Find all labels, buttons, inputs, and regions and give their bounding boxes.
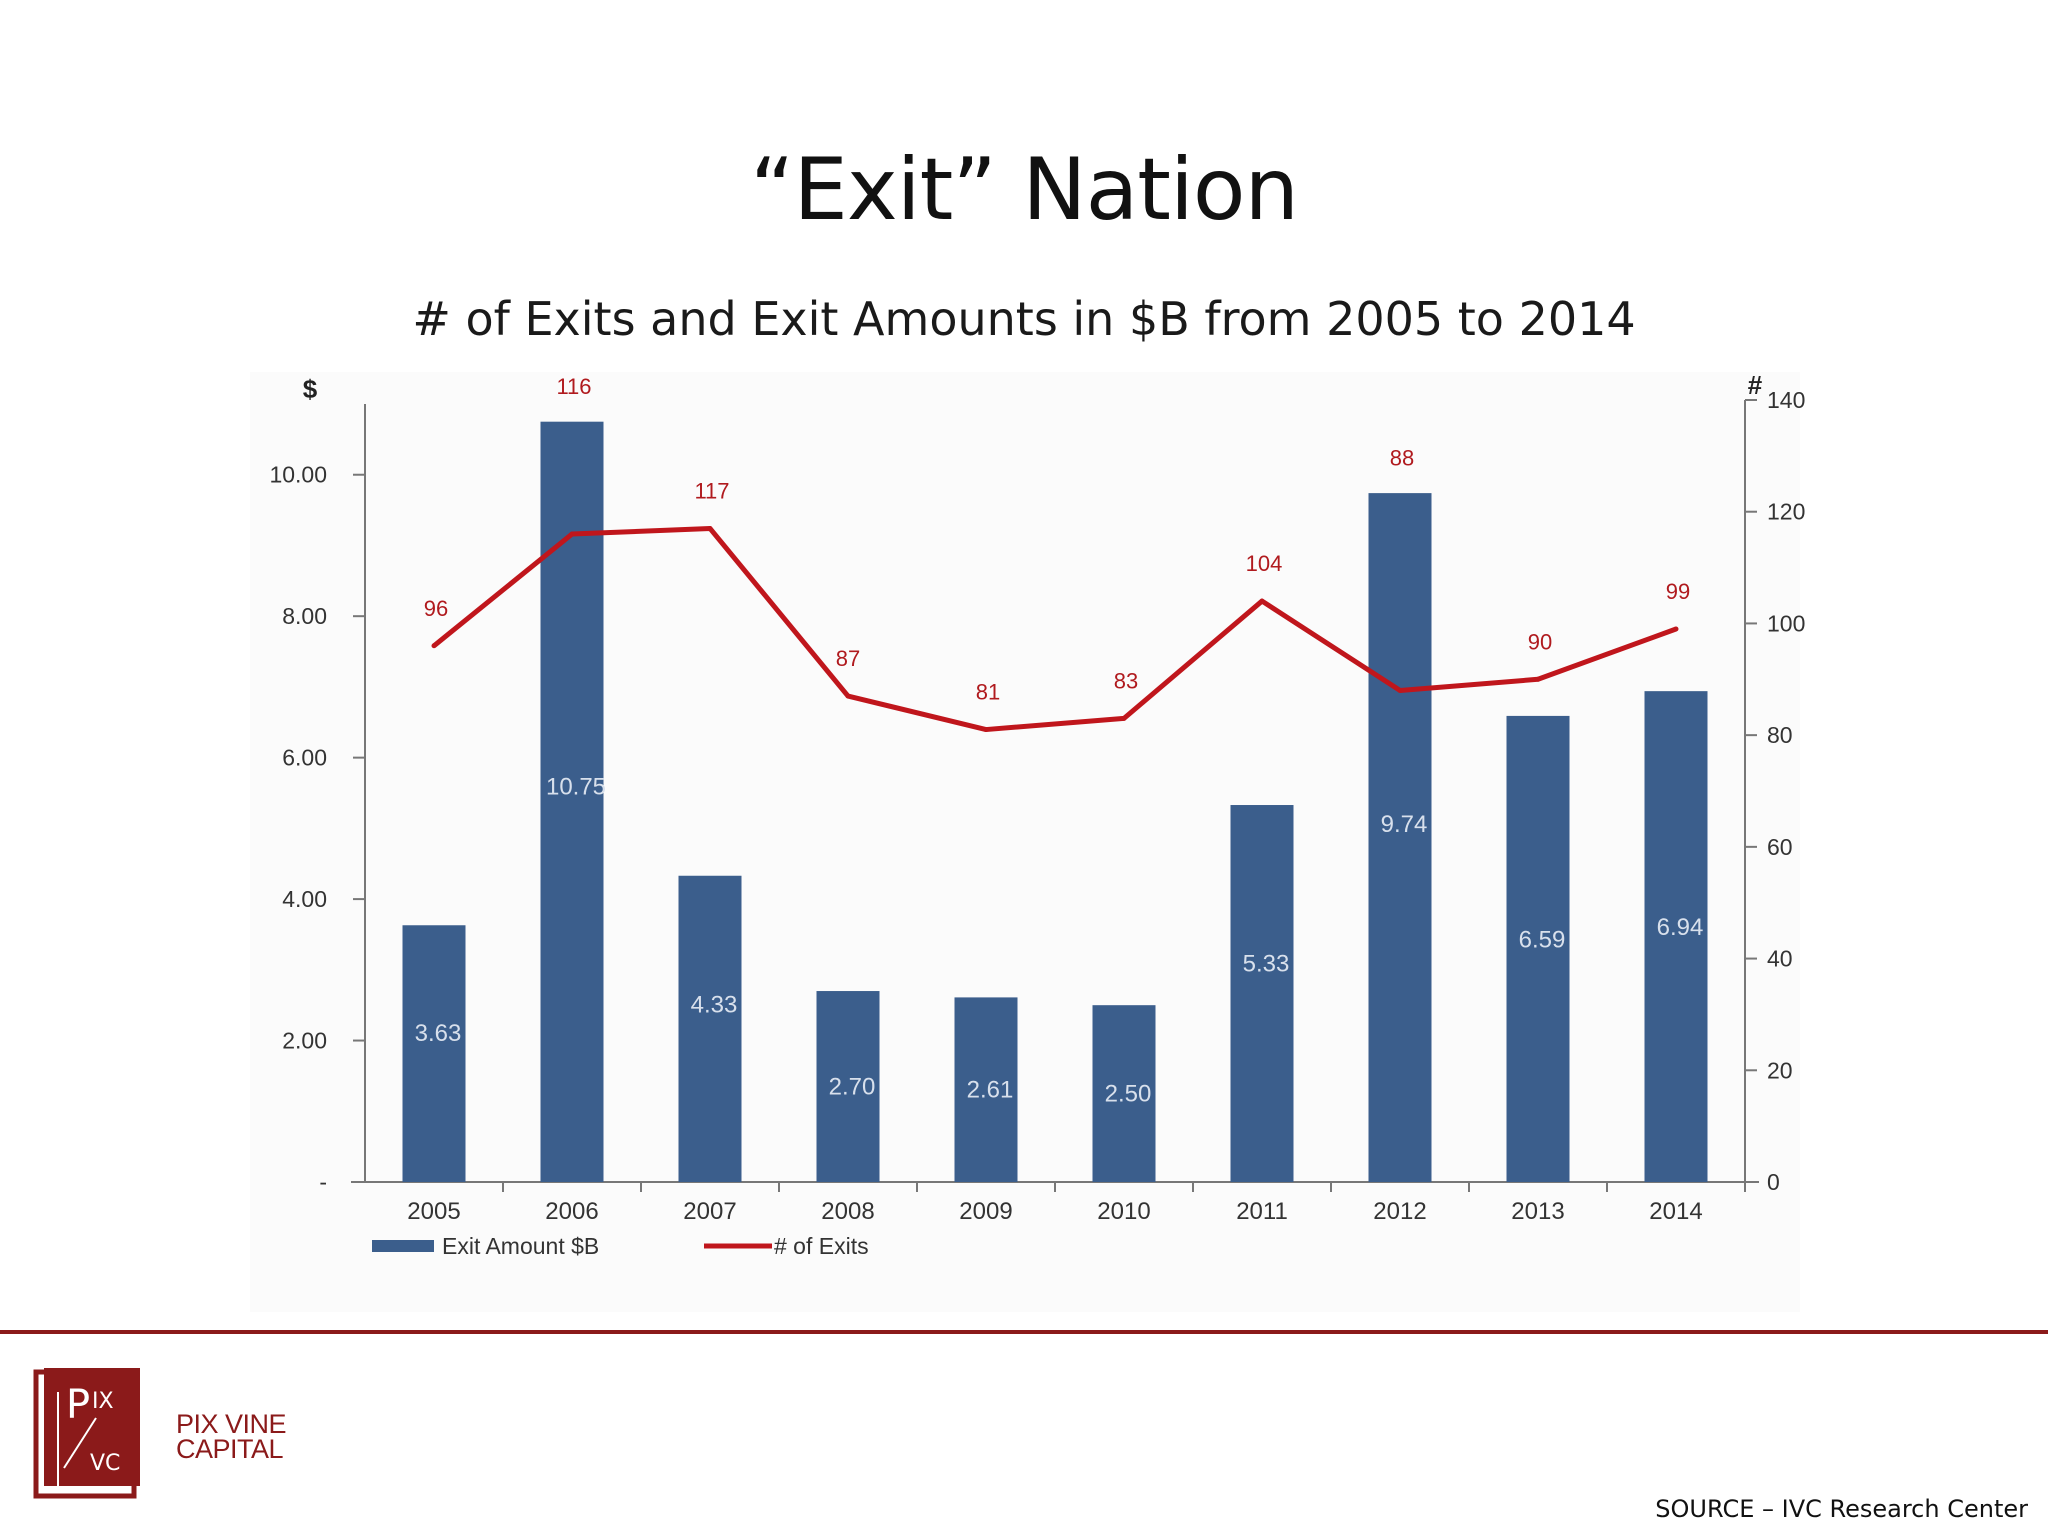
right-axis-tick-label: 60: [1767, 834, 1793, 860]
x-axis-tick-label: 2013: [1511, 1198, 1564, 1225]
x-axis-tick-label: 2014: [1649, 1198, 1702, 1225]
exits-line: [432, 525, 1677, 733]
exits-value-label: 81: [976, 680, 1000, 705]
right-axis-tick-label: 80: [1767, 722, 1793, 748]
x-axis-tick-label: 2008: [821, 1198, 874, 1225]
x-axis-tick-label: 2009: [959, 1198, 1012, 1225]
bar: [1092, 1005, 1156, 1182]
bar-value-label: 2.61: [967, 1077, 1014, 1104]
exits-point: [845, 693, 851, 699]
bar-value-label: 6.59: [1519, 927, 1566, 954]
chart-legend: Exit Amount $B # of Exits: [372, 1233, 869, 1259]
bar-value-label: 6.94: [1657, 914, 1704, 941]
exits-value-label: 83: [1114, 668, 1138, 693]
svg-text:P: P: [66, 1382, 90, 1428]
pixvine-logo: P IX VC: [33, 1368, 140, 1499]
svg-text:IX: IX: [92, 1389, 114, 1414]
brand-name: PIX VINE CAPITAL: [176, 1409, 287, 1464]
bar-value-label: 2.70: [829, 1074, 876, 1101]
x-axis-tick-label: 2007: [683, 1198, 736, 1225]
bar: [816, 991, 880, 1182]
slide-title: “Exit” Nation: [749, 140, 1299, 240]
bar-value-label: 3.63: [415, 1020, 462, 1047]
exits-value-label: 88: [1390, 445, 1414, 470]
exits-point: [983, 727, 989, 733]
exits-value-label: 117: [694, 478, 729, 503]
x-axis-tick-label: 2005: [407, 1198, 460, 1225]
left-axis-tick-label: 2.00: [282, 1028, 327, 1054]
exits-point: [1673, 626, 1679, 632]
right-axis-tick-label: 100: [1767, 610, 1805, 636]
left-axis-tick-label: 8.00: [282, 603, 327, 629]
x-axis-tick-label: 2011: [1236, 1198, 1288, 1225]
right-axis-tick-label: 120: [1767, 499, 1805, 525]
x-axis-tick-label: 2010: [1097, 1198, 1150, 1225]
footer-divider: [0, 1330, 2048, 1334]
exits-point: [569, 531, 575, 537]
exits-point: [1397, 687, 1403, 693]
left-axis-label: $: [303, 374, 318, 404]
bar: [402, 925, 466, 1182]
bar: [678, 875, 742, 1182]
exits-value-label: 87: [836, 646, 860, 671]
line-series: 96 116 117 87 81 83 104 88 90 99: [424, 374, 1690, 733]
exits-point: [1121, 715, 1127, 721]
exits-value-label: 96: [424, 596, 448, 621]
bar-value-label: 2.50: [1105, 1081, 1152, 1108]
exit-chart: $ # - 2.00 4.00 6.00 8.00 10.00 0 20 40 60 80 100 12…: [269, 370, 1806, 1259]
exits-point: [707, 525, 713, 531]
exits-value-label: 116: [556, 374, 591, 399]
bar: [1368, 493, 1432, 1183]
left-axis-tick-label: -: [319, 1169, 327, 1195]
right-axis-tick-label: 0: [1767, 1169, 1780, 1195]
exits-point: [431, 643, 437, 649]
source-note: SOURCE – IVC Research Center: [1655, 1495, 2028, 1523]
bar: [1230, 805, 1294, 1182]
bar-value-label: 5.33: [1243, 950, 1290, 977]
bar-value-label: 4.33: [691, 991, 738, 1018]
exits-value-label: 99: [1666, 579, 1690, 604]
x-axis-tick-label: 2012: [1373, 1198, 1426, 1225]
bar-value-label: 10.75: [546, 774, 606, 801]
left-axis-tick-label: 10.00: [269, 462, 327, 488]
exits-value-label: 104: [1246, 551, 1283, 576]
bar: [1644, 691, 1708, 1182]
bar: [1506, 715, 1570, 1182]
bar: [954, 997, 1018, 1182]
right-axis-tick-label: 20: [1767, 1057, 1793, 1083]
bar-value-label: 9.74: [1381, 811, 1428, 838]
right-axis-tick-label: 40: [1767, 946, 1793, 972]
legend-label-bars: Exit Amount $B: [442, 1233, 599, 1259]
exits-point: [1535, 676, 1541, 682]
bar-series: 3.63 10.75 4.33 2.70 2.61 2.50 5.33 9.74 6.59 6.9…: [402, 421, 1708, 1183]
brand-name-line1: PIX VINE: [176, 1409, 287, 1439]
exits-point: [1259, 598, 1265, 604]
right-axis-tick-label: 140: [1767, 387, 1805, 413]
left-axis-tick-label: 4.00: [282, 886, 327, 912]
left-axis-tick-label: 6.00: [282, 745, 327, 771]
x-axis-tick-label: 2006: [545, 1198, 598, 1225]
legend-swatch-bars: [372, 1240, 434, 1252]
chart-title: # of Exits and Exit Amounts in $B from 2…: [412, 292, 1636, 346]
exits-value-label: 90: [1528, 629, 1552, 654]
brand-name-line2: CAPITAL: [176, 1434, 284, 1464]
right-axis-label: #: [1748, 370, 1763, 400]
legend-label-line: # of Exits: [774, 1233, 869, 1259]
svg-text:VC: VC: [90, 1451, 120, 1476]
